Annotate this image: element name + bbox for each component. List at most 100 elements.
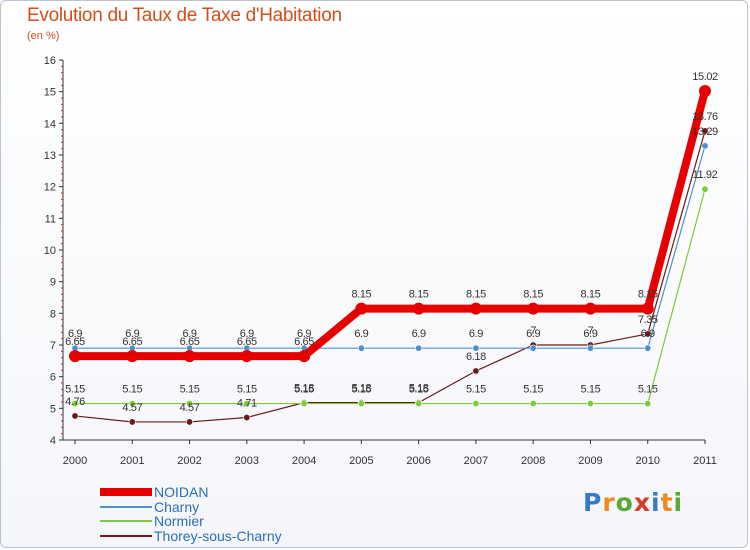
data-point bbox=[701, 185, 709, 193]
data-point bbox=[644, 330, 652, 338]
data-label: 6.9 bbox=[526, 328, 540, 340]
data-label: 13.29 bbox=[692, 126, 718, 138]
series-line-noidan bbox=[75, 90, 709, 361]
y-tick-label: 8 bbox=[50, 308, 56, 320]
data-label: 6.65 bbox=[237, 336, 257, 348]
x-tick-label: 2001 bbox=[120, 455, 144, 467]
y-tick-label: 13 bbox=[44, 150, 56, 162]
data-label: 7 bbox=[530, 325, 536, 337]
data-label: 5.15 bbox=[122, 384, 142, 396]
data-label: 6.9 bbox=[297, 328, 311, 340]
data-label: 8.15 bbox=[638, 289, 658, 301]
data-label: 5.15 bbox=[409, 384, 429, 396]
data-label: 4.57 bbox=[180, 402, 200, 414]
data-point bbox=[529, 400, 537, 408]
x-tick-label: 2002 bbox=[177, 455, 201, 467]
data-point bbox=[183, 350, 196, 363]
series-line-charny bbox=[75, 145, 706, 349]
data-label: 5.15 bbox=[523, 384, 543, 396]
data-label: 5.15 bbox=[638, 384, 658, 396]
data-point bbox=[128, 400, 136, 408]
x-tick-label: 2005 bbox=[349, 455, 373, 467]
legend-swatch bbox=[100, 488, 152, 497]
data-point bbox=[240, 350, 253, 363]
y-tick-label: 14 bbox=[44, 118, 56, 130]
data-label: 6.9 bbox=[412, 328, 426, 340]
logo-letter: x bbox=[633, 488, 651, 517]
data-label: 6.65 bbox=[180, 336, 200, 348]
data-point bbox=[644, 344, 652, 352]
chart-title: Evolution du Taux de Taxe d'Habitation bbox=[27, 5, 342, 26]
logo-letter: i bbox=[651, 488, 661, 517]
data-label: 6.9 bbox=[354, 328, 368, 340]
data-point bbox=[415, 344, 423, 352]
data-label: 7 bbox=[588, 325, 594, 337]
data-point bbox=[243, 400, 251, 408]
legend-item: Normier bbox=[100, 514, 282, 529]
legend-item: NOIDAN bbox=[100, 485, 282, 500]
data-label: 15.02 bbox=[692, 71, 718, 83]
x-tick-label: 2009 bbox=[578, 455, 602, 467]
series-line-normier bbox=[75, 189, 706, 405]
data-label: 4.57 bbox=[122, 402, 142, 414]
data-point bbox=[300, 400, 308, 408]
data-label: 5.15 bbox=[351, 384, 371, 396]
x-tick-label: 2004 bbox=[292, 455, 316, 467]
x-tick-label: 2010 bbox=[635, 455, 659, 467]
logo-letter: o bbox=[615, 488, 634, 517]
y-tick-label: 7 bbox=[50, 340, 56, 352]
data-label: 5.18 bbox=[409, 383, 429, 395]
data-point bbox=[472, 367, 480, 375]
legend-swatch bbox=[100, 520, 152, 523]
data-point bbox=[357, 344, 365, 352]
legend-label: Charny bbox=[154, 498, 200, 515]
data-label: 13.76 bbox=[692, 111, 718, 123]
data-point bbox=[644, 400, 652, 408]
data-point bbox=[412, 302, 425, 315]
data-point bbox=[701, 127, 709, 135]
data-point bbox=[298, 350, 311, 363]
y-tick-label: 6 bbox=[50, 372, 56, 384]
data-point bbox=[126, 350, 139, 363]
data-label: 6.9 bbox=[469, 328, 483, 340]
data-point bbox=[355, 302, 368, 315]
data-point bbox=[69, 350, 81, 363]
data-label: 6.9 bbox=[583, 328, 597, 340]
legend-swatch bbox=[100, 505, 152, 508]
data-point bbox=[186, 400, 194, 408]
data-label: 6.18 bbox=[466, 351, 486, 363]
data-point bbox=[472, 400, 480, 408]
data-label: 8.15 bbox=[466, 289, 486, 301]
x-tick-label: 2007 bbox=[464, 455, 488, 467]
data-label: 11.92 bbox=[693, 169, 718, 181]
proxiti-logo: Proxiti bbox=[583, 488, 683, 517]
x-tick-label: 2008 bbox=[521, 455, 545, 467]
data-label: 5.18 bbox=[351, 383, 371, 395]
legend-label: Thorey-sous-Charny bbox=[154, 527, 282, 544]
chart-legend: NOIDAN Charny Normier Thorey-sous-Charny bbox=[100, 485, 282, 543]
data-label: 5.15 bbox=[294, 384, 314, 396]
y-tick-label: 4 bbox=[50, 435, 56, 447]
data-label: 6.65 bbox=[294, 336, 314, 348]
data-point bbox=[71, 412, 79, 420]
data-point bbox=[699, 85, 711, 98]
data-point bbox=[472, 344, 480, 352]
x-tick-label: 2003 bbox=[235, 455, 259, 467]
data-label: 5.15 bbox=[237, 384, 257, 396]
data-point bbox=[186, 418, 194, 426]
data-label: 6.9 bbox=[68, 328, 82, 340]
legend-label: NOIDAN bbox=[154, 484, 209, 501]
data-label: 6.9 bbox=[182, 328, 196, 340]
x-tick-label: 2011 bbox=[693, 455, 717, 467]
data-point bbox=[586, 344, 594, 352]
data-label: 8.15 bbox=[581, 289, 601, 301]
y-tick-label: 12 bbox=[44, 182, 56, 194]
data-point bbox=[243, 414, 251, 422]
data-label: 8.15 bbox=[409, 289, 429, 301]
data-label: 5.15 bbox=[581, 384, 601, 396]
data-point bbox=[128, 418, 136, 426]
data-point bbox=[357, 400, 365, 408]
data-label: 5.15 bbox=[466, 384, 486, 396]
